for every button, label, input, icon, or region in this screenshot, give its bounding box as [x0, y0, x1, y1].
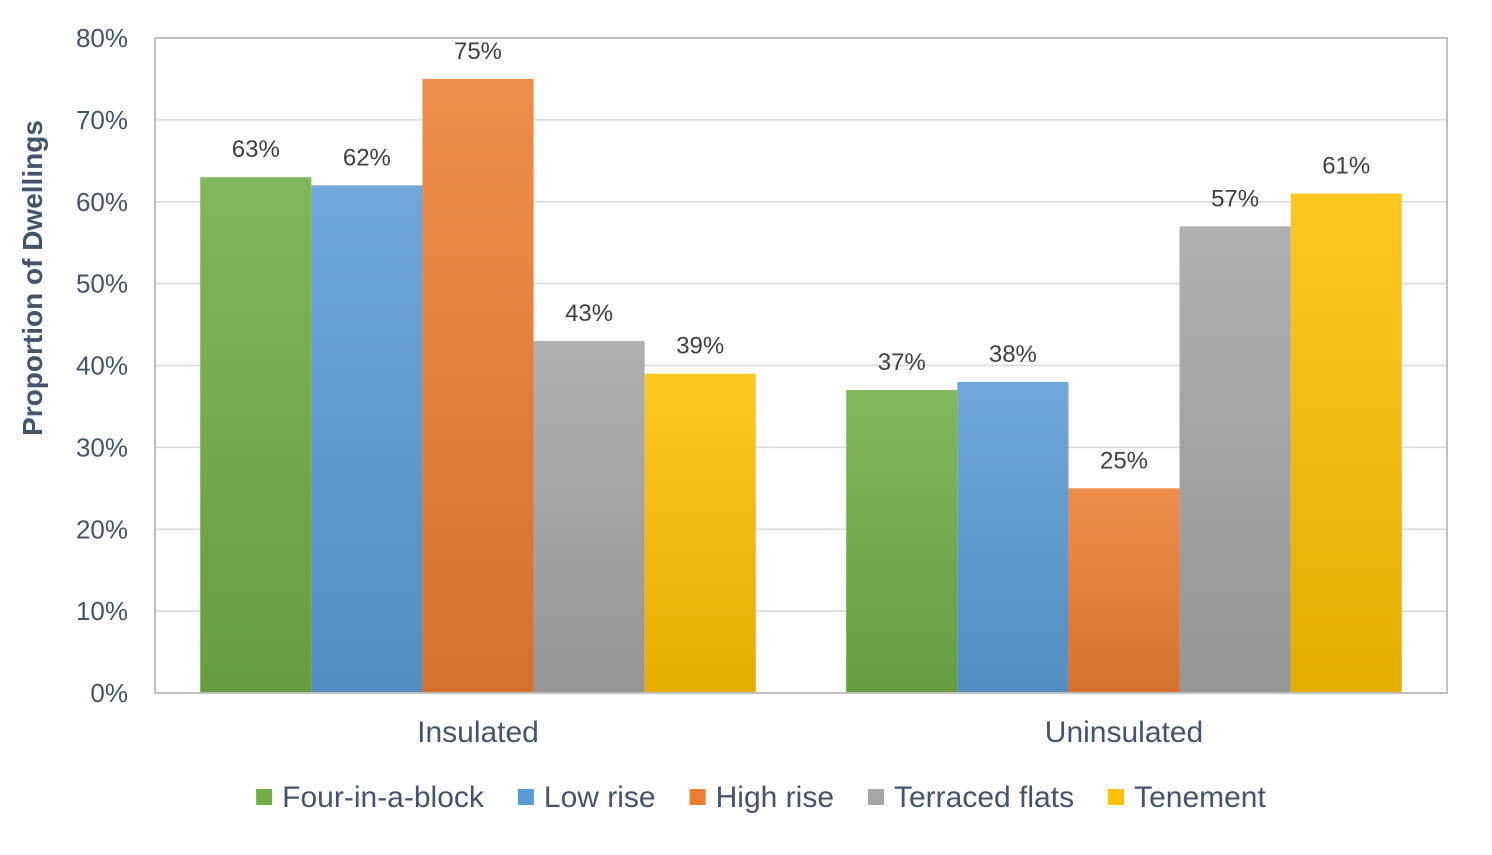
y-axis-label: Proportion of Dwellings	[17, 120, 48, 436]
y-tick-label: 30%	[76, 432, 128, 462]
legend-swatch	[517, 789, 534, 805]
bar	[311, 185, 423, 693]
data-label: 25%	[1100, 447, 1148, 474]
bar	[846, 390, 958, 693]
legend: Four-in-a-block Low rise High rise Terraced…	[256, 781, 1266, 814]
data-label: 75%	[454, 38, 502, 65]
bar	[1290, 193, 1402, 693]
legend-label: Tenement	[1134, 781, 1266, 814]
bar	[1068, 488, 1180, 693]
legend-label: Terraced flats	[894, 781, 1074, 814]
x-category-label: Uninsulated	[1045, 716, 1203, 749]
y-tick-label: 10%	[76, 596, 128, 626]
legend-label: Four-in-a-block	[282, 781, 485, 814]
data-label: 37%	[878, 349, 926, 376]
data-labels: 63% 62% 75% 43% 39% 37% 38% 25% 57% 61%	[232, 38, 1370, 474]
y-tick-label: 70%	[76, 105, 128, 135]
bar	[533, 340, 645, 693]
y-tick-label: 0%	[90, 678, 128, 708]
data-label: 57%	[1211, 185, 1259, 212]
bar	[422, 78, 534, 693]
legend-swatch	[256, 789, 273, 805]
data-label: 38%	[989, 341, 1037, 368]
x-axis-categories: Insulated Uninsulated	[417, 716, 1203, 749]
y-tick-label: 80%	[76, 23, 128, 53]
legend-swatch	[868, 789, 884, 805]
data-label: 43%	[565, 300, 613, 327]
y-tick-label: 20%	[76, 514, 128, 544]
legend-label: Low rise	[544, 781, 656, 814]
data-label: 61%	[1322, 153, 1370, 180]
y-tick-label: 60%	[76, 187, 128, 217]
y-axis-ticks: 0% 10% 20% 30% 40% 50% 60% 70% 80%	[76, 23, 128, 708]
bars	[200, 78, 1402, 693]
bar	[1179, 226, 1291, 693]
x-category-label: Insulated	[417, 716, 539, 749]
data-label: 63%	[232, 136, 280, 163]
y-tick-label: 50%	[76, 269, 128, 299]
legend-label: High rise	[716, 781, 834, 814]
legend-swatch	[1108, 789, 1125, 805]
bar	[957, 381, 1069, 693]
plot-frame	[154, 37, 1448, 694]
legend-swatch	[689, 789, 706, 805]
bar	[200, 177, 312, 693]
y-tick-label: 40%	[76, 351, 128, 381]
data-label: 39%	[676, 333, 724, 360]
data-label: 62%	[343, 144, 391, 171]
bar	[644, 373, 756, 693]
